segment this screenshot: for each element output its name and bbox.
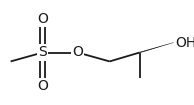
Text: O: O xyxy=(72,45,83,60)
Polygon shape xyxy=(140,43,174,53)
Text: S: S xyxy=(38,45,47,60)
Text: O: O xyxy=(37,79,48,93)
Text: O: O xyxy=(37,12,48,26)
Text: OH: OH xyxy=(176,35,194,50)
